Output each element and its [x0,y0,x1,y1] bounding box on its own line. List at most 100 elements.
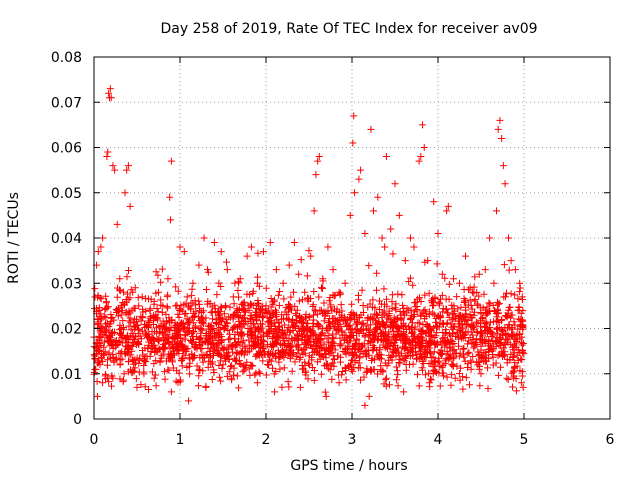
roti-point [265,361,273,369]
roti-point [262,371,270,379]
roti-point [102,292,110,300]
roti-point [212,316,220,324]
roti-point [406,234,414,242]
roti-point [415,382,423,390]
roti-point [461,297,469,305]
roti-point [159,302,167,310]
roti-point [218,317,226,325]
roti-point [405,325,413,333]
roti-point [165,352,173,360]
roti-point [134,321,142,329]
roti-point [113,293,121,301]
roti-point [305,359,313,367]
roti-point [519,340,527,348]
roti-point [249,343,257,351]
roti-point [505,234,513,242]
roti-point [381,243,389,251]
roti-point [274,291,282,299]
roti-point [159,345,167,353]
roti-point [167,388,175,396]
roti-point [366,328,374,336]
roti-point [295,297,303,305]
roti-point [362,353,370,361]
roti-point [486,300,494,308]
roti-point [468,288,476,296]
roti-point [505,303,513,311]
roti-point [357,166,365,174]
roti-point [210,366,218,374]
roti-point [425,323,433,331]
roti-point [174,378,182,386]
roti-point [374,193,382,201]
roti-point [373,352,381,360]
roti-point [324,360,332,368]
roti-point [231,310,239,318]
roti-point [156,328,164,336]
roti-point [224,327,232,335]
roti-point [119,376,127,384]
roti-point [407,315,415,323]
roti-point [413,307,421,315]
roti-point [490,307,498,315]
roti-point [109,374,117,382]
roti-point [226,363,234,371]
chart-title: Day 258 of 2019, Rate Of TEC Index for r… [160,21,537,37]
roti-point [207,352,215,360]
roti-point [320,340,328,348]
roti-point [342,376,350,384]
roti-point [429,309,437,317]
roti-point [107,94,115,102]
roti-point [460,285,468,293]
roti-point [511,266,519,274]
roti-point [494,300,502,308]
roti-point [241,362,249,370]
roti-point [314,157,322,165]
roti-point [343,321,351,329]
roti-point [481,266,489,274]
roti-point [150,374,158,382]
roti-point [480,290,488,298]
roti-point [425,339,433,347]
roti-point [395,348,403,356]
roti-point [493,313,501,321]
roti-point [315,321,323,329]
roti-point [145,323,153,331]
roti-point [464,364,472,372]
roti-point [317,306,325,314]
roti-point [449,275,457,283]
roti-point [360,373,368,381]
roti-point [151,371,159,379]
roti-point [303,320,311,328]
roti-point [359,308,367,316]
y-tick-label: 0.05 [51,186,82,202]
roti-point [438,291,446,299]
roti-point [252,369,260,377]
roti-point [392,363,400,371]
roti-point [509,346,517,354]
roti-point [233,328,241,336]
roti-point [448,301,456,309]
roti-point [129,342,137,350]
roti-point [312,307,320,315]
roti-point [175,313,183,321]
roti-point [127,341,135,349]
roti-point [259,248,267,256]
roti-point [427,348,435,356]
roti-point [329,359,337,367]
roti-point [235,384,243,392]
roti-point [205,334,213,342]
roti-point [118,331,126,339]
roti-point [258,324,266,332]
roti-point [415,338,423,346]
roti-point [137,313,145,321]
roti-point [371,310,379,318]
roti-point [517,322,525,330]
roti-point [260,338,268,346]
roti-point [400,357,408,365]
roti-point [414,319,422,327]
roti-point [296,383,304,391]
roti-point [407,329,415,337]
roti-point [500,261,508,269]
roti-point [336,334,344,342]
roti-point [450,315,458,323]
